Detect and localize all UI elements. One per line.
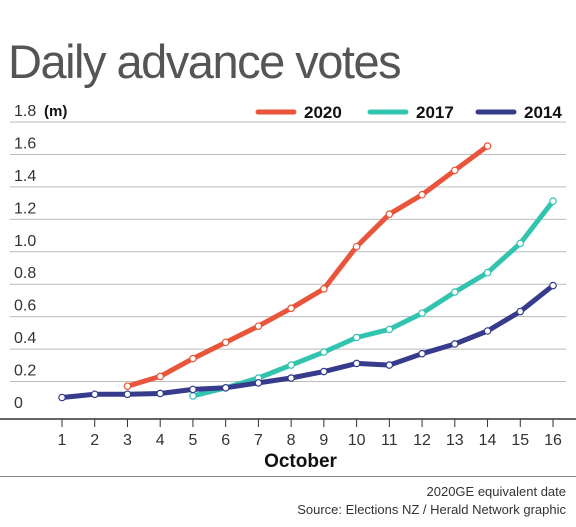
data-point — [320, 285, 328, 293]
series-2014 — [58, 281, 557, 402]
data-point — [352, 333, 361, 342]
data-point — [287, 361, 295, 369]
series-line-2017 — [190, 198, 556, 399]
x-tick-label: 15 — [511, 432, 529, 449]
data-point — [221, 338, 230, 347]
series-line-2014 — [59, 283, 556, 400]
data-point — [156, 389, 165, 398]
x-tick-label: 12 — [413, 432, 431, 449]
data-point — [483, 327, 492, 335]
x-tick-label: 9 — [319, 432, 328, 449]
data-point — [287, 374, 295, 382]
x-tick-label: 11 — [381, 432, 398, 449]
data-point — [189, 392, 197, 400]
data-point — [450, 340, 459, 348]
data-point — [385, 325, 394, 334]
y-tick-label: 0.8 — [14, 265, 36, 282]
series-2020 — [123, 142, 492, 390]
data-point — [254, 379, 263, 387]
data-point — [352, 242, 361, 251]
data-point — [549, 197, 557, 206]
x-axis-label: October — [264, 451, 337, 472]
data-point — [385, 361, 394, 369]
data-point — [287, 304, 295, 313]
data-point — [418, 309, 426, 317]
footer-divider — [0, 476, 576, 477]
series-2017 — [189, 197, 557, 400]
x-tick-label: 6 — [221, 432, 230, 449]
data-point — [385, 210, 394, 219]
data-point — [483, 268, 492, 277]
grid — [10, 121, 566, 383]
data-point — [418, 349, 426, 358]
data-point — [320, 348, 328, 356]
x-tick-label: 16 — [544, 432, 562, 449]
x-tick-label: 14 — [479, 432, 497, 449]
x-tick-label: 10 — [348, 432, 366, 449]
data-point — [58, 393, 66, 402]
y-tick-label: 1.6 — [14, 135, 36, 152]
data-point — [549, 281, 557, 290]
x-tick-label: 13 — [446, 432, 464, 449]
legend-label: 2020 — [304, 103, 342, 122]
y-tick-label: 0 — [14, 395, 23, 412]
y-tick-label: 1.4 — [14, 168, 36, 185]
y-tick-label: 1.2 — [14, 200, 36, 217]
data-point — [320, 367, 328, 376]
data-point — [90, 390, 99, 399]
data-point — [450, 166, 459, 175]
data-point — [418, 190, 426, 199]
x-tick-label: 1 — [58, 432, 67, 449]
y-tick-label: 0.6 — [14, 298, 36, 315]
data-point — [483, 142, 492, 150]
x-tick-label: 5 — [188, 432, 197, 449]
data-point — [450, 288, 459, 296]
data-point — [123, 390, 132, 399]
y-tick-label: 1.8 — [14, 103, 36, 120]
legend: 2020 2017 2014 — [255, 103, 562, 122]
chart-title: Daily advance votes — [8, 35, 402, 88]
data-point — [123, 382, 132, 390]
source-credit: Source: Elections NZ / Herald Network gr… — [297, 502, 566, 517]
footer-note: 2020GE equivalent date — [426, 484, 567, 499]
data-point — [189, 385, 197, 394]
data-point — [189, 354, 197, 363]
data-point — [516, 307, 525, 316]
y-tick-label: 0.2 — [14, 363, 36, 380]
x-tick-label: 7 — [254, 432, 263, 449]
legend-label: 2017 — [416, 103, 454, 122]
x-tick-label: 2 — [90, 432, 99, 449]
legend-label: 2014 — [524, 103, 562, 122]
data-point — [352, 359, 361, 368]
series — [58, 142, 557, 402]
x-tick-label: 8 — [287, 432, 296, 449]
data-point — [516, 239, 525, 248]
data-point — [254, 322, 263, 330]
y-tick-label: 1.0 — [14, 233, 36, 250]
series-line-2020 — [125, 143, 490, 389]
y-tick-label: 0.4 — [14, 330, 36, 347]
x-tick-label: 3 — [123, 432, 132, 449]
data-point — [221, 383, 230, 392]
y-axis-ticks: 0 0.2 0.4 0.6 0.8 1.0 1.2 1.4 1.6 1.8 — [14, 103, 36, 412]
y-unit-label: (m) — [44, 103, 67, 120]
x-axis: 1 2 3 4 5 6 7 8 9 10 11 12 13 14 15 16 — [0, 418, 576, 449]
x-tick-label: 4 — [156, 432, 165, 449]
data-point — [156, 372, 165, 381]
